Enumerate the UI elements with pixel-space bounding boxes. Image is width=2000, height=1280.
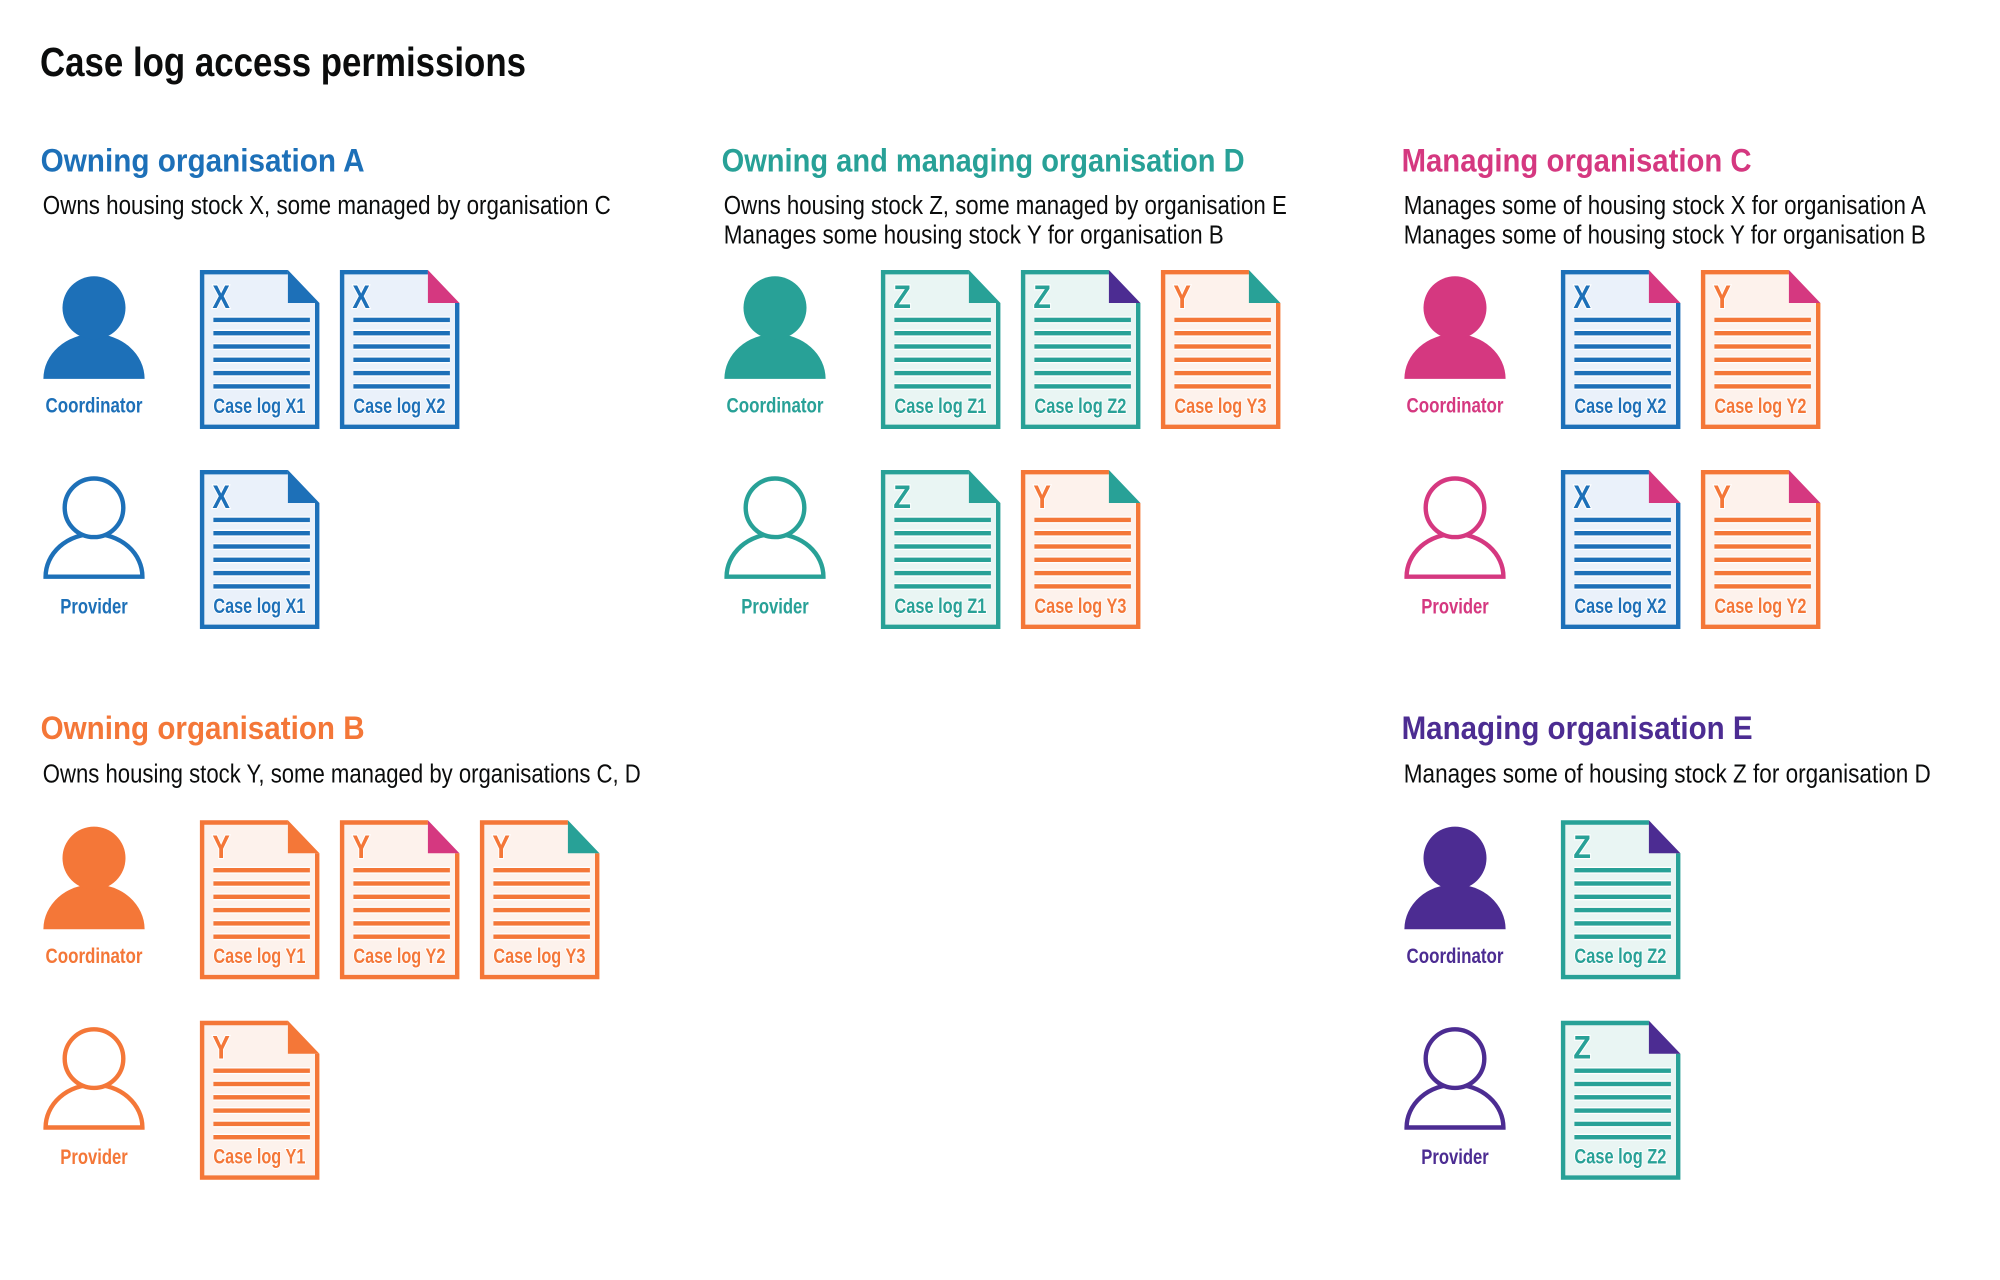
svg-text:Provider: Provider bbox=[741, 595, 809, 618]
svg-text:Z: Z bbox=[1573, 829, 1591, 865]
svg-text:Case log Z2: Case log Z2 bbox=[1574, 1146, 1666, 1169]
svg-text:Case log Y2: Case log Y2 bbox=[1714, 595, 1806, 618]
svg-text:Coordinator: Coordinator bbox=[46, 395, 143, 418]
svg-text:Owns housing stock X, some man: Owns housing stock X, some managed by or… bbox=[43, 192, 611, 220]
svg-text:Case log Y3: Case log Y3 bbox=[1034, 595, 1126, 618]
svg-text:Case log Z1: Case log Z1 bbox=[894, 395, 986, 418]
svg-text:Provider: Provider bbox=[60, 595, 128, 618]
svg-text:Y: Y bbox=[352, 829, 370, 865]
svg-text:Z: Z bbox=[893, 479, 911, 515]
svg-text:Y: Y bbox=[1713, 279, 1731, 315]
svg-text:Case log Z1: Case log Z1 bbox=[894, 595, 986, 618]
svg-text:Provider: Provider bbox=[1421, 1146, 1489, 1169]
svg-text:Coordinator: Coordinator bbox=[1407, 395, 1504, 418]
svg-text:Case log Y1: Case log Y1 bbox=[213, 1146, 305, 1169]
svg-text:Case log X1: Case log X1 bbox=[213, 395, 305, 418]
svg-text:Case log Y2: Case log Y2 bbox=[353, 945, 445, 968]
svg-text:Case log Z2: Case log Z2 bbox=[1574, 945, 1666, 968]
svg-text:Case log Z2: Case log Z2 bbox=[1034, 395, 1126, 418]
svg-text:Coordinator: Coordinator bbox=[727, 395, 824, 418]
svg-text:Z: Z bbox=[893, 279, 911, 315]
svg-text:Case log Y2: Case log Y2 bbox=[1714, 395, 1806, 418]
svg-text:Provider: Provider bbox=[1421, 595, 1489, 618]
svg-text:Y: Y bbox=[492, 829, 510, 865]
svg-text:Y: Y bbox=[212, 829, 230, 865]
svg-text:Manages some of housing stock: Manages some of housing stock Z for orga… bbox=[1404, 761, 1931, 789]
svg-text:Case log X2: Case log X2 bbox=[1574, 595, 1666, 618]
svg-text:X: X bbox=[212, 279, 230, 315]
svg-text:Case log access permissions: Case log access permissions bbox=[40, 39, 526, 85]
svg-text:X: X bbox=[1573, 479, 1591, 515]
svg-text:Z: Z bbox=[1573, 1030, 1591, 1066]
svg-text:Coordinator: Coordinator bbox=[46, 945, 143, 968]
svg-text:Y: Y bbox=[1173, 279, 1191, 315]
svg-text:X: X bbox=[352, 279, 370, 315]
svg-text:Y: Y bbox=[212, 1030, 230, 1066]
svg-text:Z: Z bbox=[1033, 279, 1051, 315]
svg-text:Case log Y3: Case log Y3 bbox=[1174, 395, 1266, 418]
svg-text:Coordinator: Coordinator bbox=[1407, 945, 1504, 968]
svg-text:Owning and managing organisati: Owning and managing organisation D bbox=[722, 142, 1245, 178]
svg-text:X: X bbox=[1573, 279, 1591, 315]
svg-text:Provider: Provider bbox=[60, 1146, 128, 1169]
svg-text:Owns housing stock Z, some man: Owns housing stock Z, some managed by or… bbox=[724, 192, 1287, 220]
svg-text:Owning organisation B: Owning organisation B bbox=[41, 710, 365, 746]
svg-text:Owning organisation A: Owning organisation A bbox=[41, 142, 365, 178]
svg-text:Case log X2: Case log X2 bbox=[1574, 395, 1666, 418]
svg-text:Y: Y bbox=[1713, 479, 1731, 515]
svg-text:Manages some of housing stock: Manages some of housing stock X for orga… bbox=[1404, 192, 1926, 220]
svg-text:Case log X1: Case log X1 bbox=[213, 595, 305, 618]
svg-text:Manages some of housing stock: Manages some of housing stock Y for orga… bbox=[1404, 221, 1926, 249]
svg-text:Managing organisation C: Managing organisation C bbox=[1402, 142, 1752, 178]
svg-text:Y: Y bbox=[1033, 479, 1051, 515]
svg-text:Managing organisation E: Managing organisation E bbox=[1402, 710, 1753, 746]
svg-text:Manages some housing stock Y f: Manages some housing stock Y for organis… bbox=[724, 221, 1224, 249]
svg-text:Case log Y1: Case log Y1 bbox=[213, 945, 305, 968]
svg-text:X: X bbox=[212, 479, 230, 515]
svg-text:Case log Y3: Case log Y3 bbox=[493, 945, 585, 968]
svg-text:Case log X2: Case log X2 bbox=[353, 395, 445, 418]
svg-text:Owns housing stock Y, some man: Owns housing stock Y, some managed by or… bbox=[43, 761, 641, 789]
